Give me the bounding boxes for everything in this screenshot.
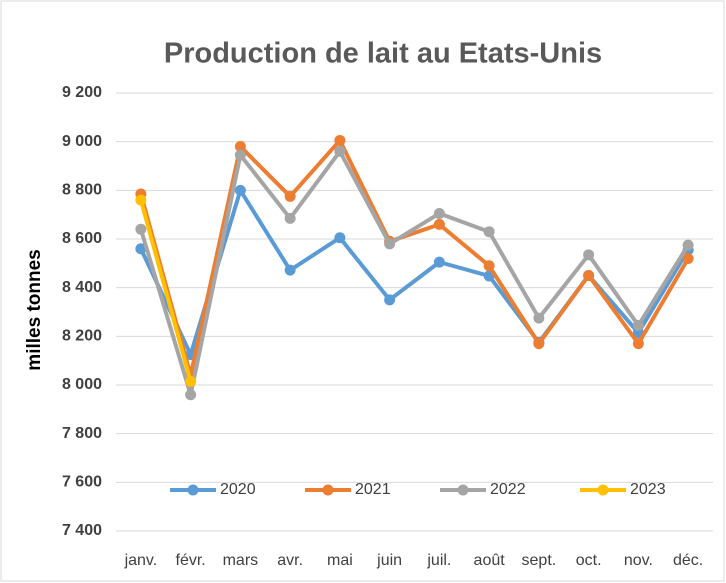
- data-point: [234, 149, 246, 161]
- data-point: [135, 194, 147, 206]
- data-point: [682, 239, 694, 251]
- y-axis-label: milles tonnes: [24, 249, 45, 370]
- y-tick-label: 7 600: [62, 474, 102, 491]
- data-point: [334, 145, 346, 157]
- data-point: [433, 218, 445, 230]
- legend-label: 2020: [220, 481, 256, 498]
- data-point: [185, 389, 197, 401]
- chart-title: Production de lait au Etats-Unis: [164, 38, 602, 70]
- data-point: [334, 232, 346, 244]
- y-tick-label: 8 000: [62, 376, 102, 393]
- legend-marker: [187, 484, 199, 496]
- x-tick-label: janv.: [124, 552, 158, 569]
- data-point: [533, 338, 545, 350]
- x-tick-label: juin: [376, 552, 402, 569]
- data-point: [135, 243, 147, 255]
- data-point: [682, 252, 694, 264]
- x-tick-label: sept.: [522, 552, 557, 569]
- data-point: [433, 207, 445, 219]
- legend-label: 2022: [490, 481, 526, 498]
- y-tick-label: 7 400: [62, 522, 102, 539]
- data-point: [284, 264, 296, 276]
- data-point: [284, 212, 296, 224]
- series-line: [138, 149, 690, 397]
- legend-marker: [457, 484, 469, 496]
- data-point: [632, 338, 644, 350]
- legend-marker: [322, 484, 334, 496]
- y-tick-label: 8 600: [62, 230, 102, 247]
- series-line: [138, 138, 690, 378]
- y-tick-label: 9 000: [62, 133, 102, 150]
- data-point: [533, 312, 545, 324]
- data-point: [234, 184, 246, 196]
- y-tick-label: 8 400: [62, 279, 102, 296]
- data-point: [632, 319, 644, 331]
- data-point: [284, 190, 296, 202]
- x-tick-label: mars: [223, 552, 259, 569]
- data-point: [234, 141, 246, 153]
- y-tick-label: 7 800: [62, 425, 102, 442]
- x-tick-label: avr.: [277, 552, 303, 569]
- x-tick-label: nov.: [624, 552, 653, 569]
- data-point: [384, 238, 396, 250]
- legend-label: 2023: [630, 481, 666, 498]
- x-tick-label: mai: [327, 552, 353, 569]
- y-tick-label: 8 200: [62, 328, 102, 345]
- legend-marker: [597, 484, 609, 496]
- y-tick-label: 9 200: [62, 84, 102, 101]
- y-tick-label: 8 800: [62, 182, 102, 199]
- data-point: [583, 270, 595, 281]
- legend-label: 2021: [355, 481, 391, 498]
- data-point: [185, 375, 197, 387]
- data-point: [135, 223, 147, 235]
- data-point: [483, 260, 495, 272]
- data-point: [334, 134, 346, 146]
- data-point: [483, 226, 495, 238]
- x-tick-label: févr.: [176, 552, 206, 569]
- data-point: [583, 249, 595, 261]
- data-point: [384, 294, 396, 306]
- series-line: [138, 199, 193, 382]
- x-tick-label: août: [474, 552, 506, 569]
- x-tick-label: oct.: [576, 552, 602, 569]
- x-tick-label: déc.: [673, 552, 703, 569]
- x-tick-label: juil.: [426, 552, 451, 569]
- data-point: [433, 256, 445, 268]
